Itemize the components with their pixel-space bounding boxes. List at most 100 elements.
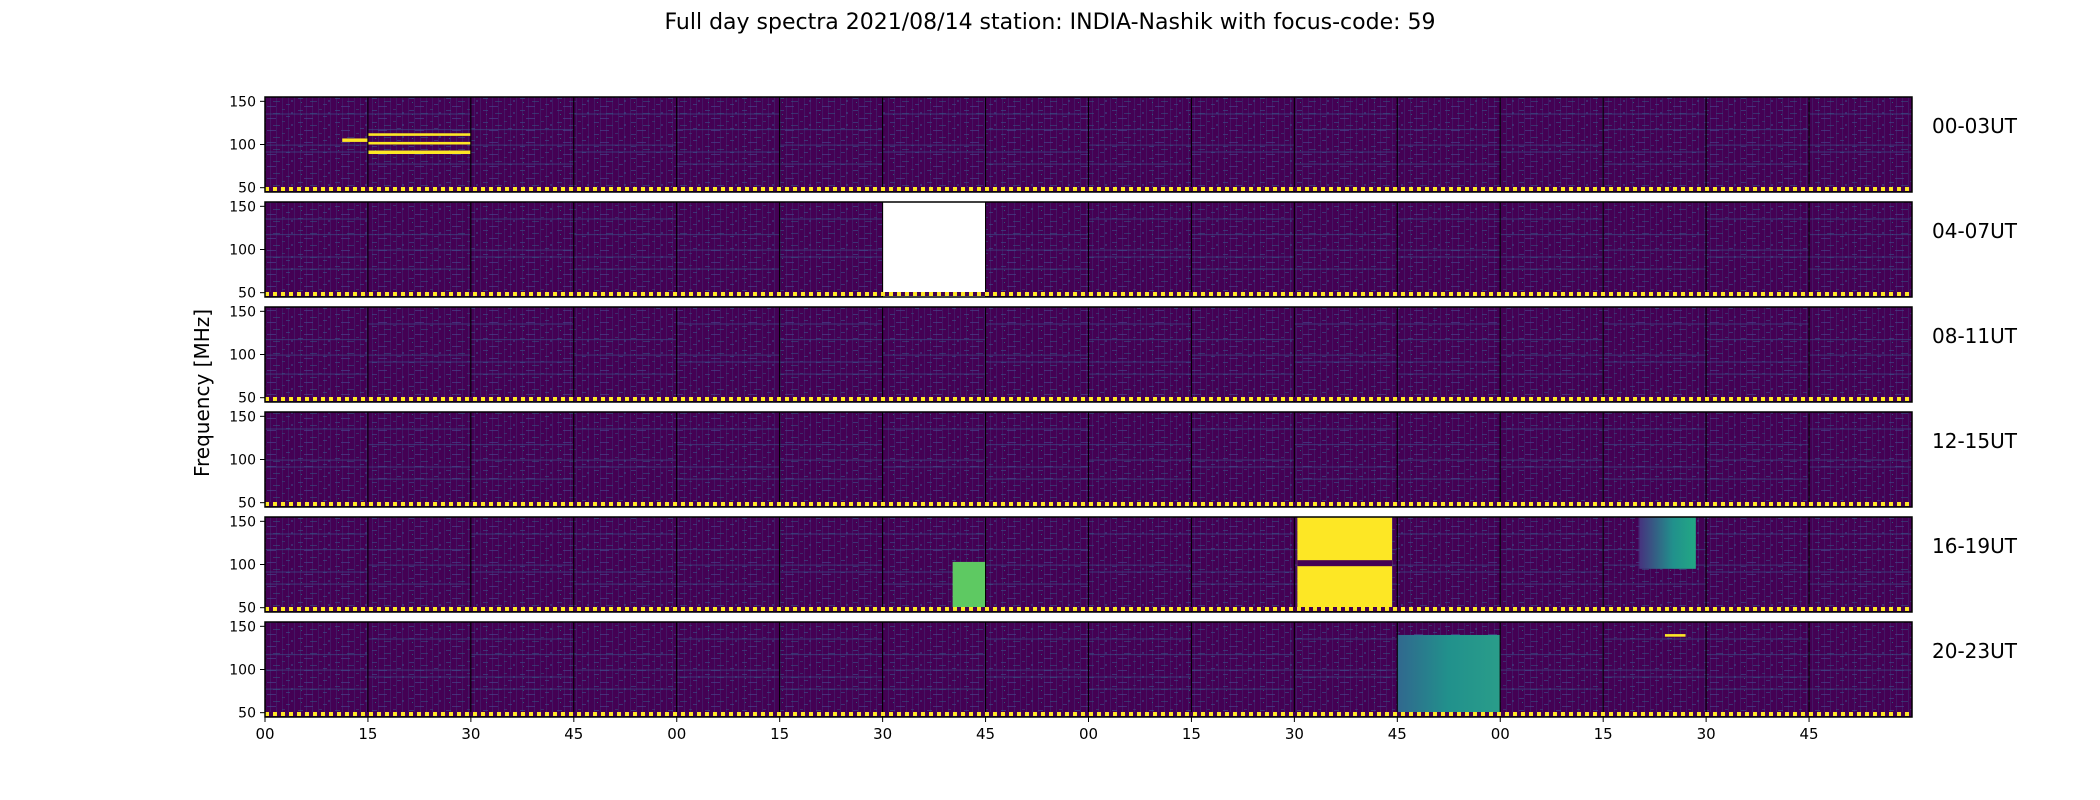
- interference-line: [1809, 548, 1912, 551]
- interference-line: [1191, 256, 1295, 258]
- interference-line: [1397, 256, 1501, 258]
- interference-line: [779, 564, 883, 566]
- interference-line: [367, 323, 471, 325]
- interference-line: [470, 373, 574, 375]
- interference-line: [1603, 466, 1707, 468]
- interference-line: [1088, 128, 1192, 131]
- time-marker-strip: [265, 292, 1912, 296]
- y-tick-label: 150: [229, 514, 256, 530]
- x-tick-label: 30: [1285, 725, 1304, 743]
- panel-texture: [1809, 202, 1912, 297]
- interference-line: [1088, 638, 1192, 640]
- interference-line: [1706, 373, 1810, 375]
- interference-line: [985, 151, 1089, 153]
- interference-line: [367, 428, 471, 430]
- interference-line: [1397, 564, 1501, 566]
- interference-line: [1706, 564, 1810, 566]
- interference-line: [1397, 459, 1501, 461]
- interference-line: [1191, 548, 1295, 551]
- interference-line: [1603, 113, 1707, 115]
- spectra-row: 50 100 150 12-15UT: [229, 409, 2017, 511]
- interference-line: [985, 268, 1089, 270]
- interference-line: [1500, 113, 1604, 115]
- interference-line: [676, 676, 780, 678]
- interference-line: [1088, 338, 1192, 341]
- interference-line: [1088, 323, 1192, 325]
- row-time-label: 08-11UT: [1932, 324, 2018, 348]
- interference-line: [367, 676, 471, 678]
- interference-line: [1706, 653, 1810, 656]
- interference-line: [1706, 338, 1810, 341]
- panel-texture: [265, 517, 368, 612]
- saturation-gap: [1297, 560, 1393, 567]
- interference-line: [1603, 163, 1707, 165]
- interference-line: [779, 338, 883, 341]
- interference-line: [1294, 428, 1398, 430]
- interference-line: [470, 564, 574, 566]
- interference-line: [1500, 533, 1604, 535]
- interference-line: [1397, 338, 1501, 341]
- panel-texture: [1397, 307, 1501, 402]
- interference-line: [1191, 113, 1295, 115]
- interference-line: [470, 571, 574, 573]
- interference-line: [573, 218, 677, 220]
- interference-line: [1809, 151, 1912, 153]
- interference-line: [265, 571, 368, 573]
- x-tick-label: 15: [1182, 725, 1201, 743]
- interference-line: [1603, 249, 1707, 251]
- spectral-event: [342, 138, 368, 142]
- interference-line: [265, 533, 368, 535]
- interference-line: [1088, 478, 1192, 480]
- spectra-row: 50 100 150 16-19UT: [229, 514, 2017, 616]
- interference-line: [1294, 638, 1398, 640]
- interference-line: [985, 638, 1089, 640]
- interference-line: [1500, 256, 1604, 258]
- interference-line: [1294, 354, 1398, 356]
- x-tick-label: 15: [358, 725, 377, 743]
- interference-line: [676, 354, 780, 356]
- interference-line: [470, 144, 574, 146]
- interference-line: [882, 459, 986, 461]
- interference-line: [1294, 466, 1398, 468]
- x-tick-label: 00: [667, 725, 686, 743]
- interference-line: [1809, 338, 1912, 341]
- interference-line: [1191, 571, 1295, 573]
- interference-line: [1088, 256, 1192, 258]
- interference-line: [1088, 361, 1192, 363]
- interference-line: [779, 323, 883, 325]
- interference-line: [573, 373, 677, 375]
- interference-line: [265, 338, 368, 341]
- panel-texture: [985, 412, 1089, 507]
- interference-line: [1088, 564, 1192, 566]
- interference-line: [573, 144, 677, 146]
- interference-line: [573, 548, 677, 551]
- panel-texture: [573, 202, 677, 297]
- spectral-event: [1664, 634, 1686, 637]
- interference-line: [1191, 218, 1295, 220]
- interference-line: [265, 459, 368, 461]
- spectral-event: [952, 561, 986, 608]
- interference-line: [676, 669, 780, 671]
- interference-line: [1294, 323, 1398, 325]
- interference-line: [882, 373, 986, 375]
- y-tick-label: 150: [229, 409, 256, 425]
- interference-line: [1294, 151, 1398, 153]
- interference-line: [1397, 249, 1501, 251]
- interference-line: [1706, 676, 1810, 678]
- interference-line: [265, 233, 368, 236]
- interference-line: [1397, 361, 1501, 363]
- x-tick-label: 45: [564, 725, 583, 743]
- panel-texture: [470, 622, 574, 717]
- interference-line: [676, 361, 780, 363]
- interference-line: [676, 249, 780, 251]
- interference-line: [676, 548, 780, 551]
- interference-line: [1397, 443, 1501, 446]
- interference-line: [1191, 233, 1295, 236]
- interference-line: [1500, 338, 1604, 341]
- interference-line: [1603, 443, 1707, 446]
- interference-line: [1088, 443, 1192, 446]
- panel-texture: [1500, 202, 1604, 297]
- interference-line: [1706, 323, 1810, 325]
- interference-line: [470, 638, 574, 640]
- panel-texture: [676, 412, 780, 507]
